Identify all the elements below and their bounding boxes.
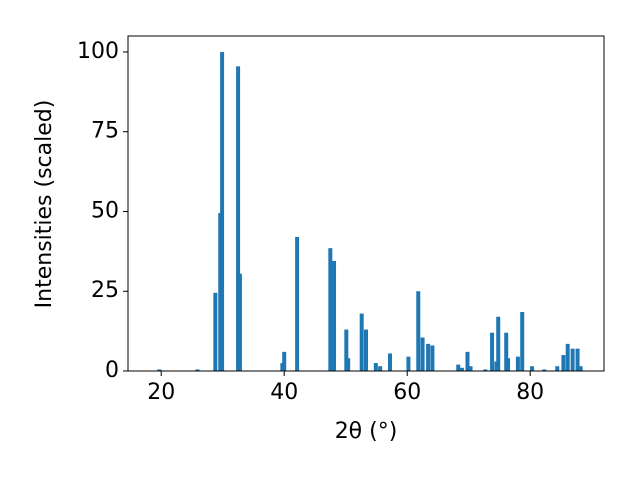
bar: [237, 273, 242, 371]
bar: [490, 332, 495, 371]
bar: [359, 313, 364, 371]
bar: [515, 356, 520, 371]
bar: [570, 348, 575, 371]
y-tick-label: 0: [105, 358, 119, 383]
bar: [430, 345, 435, 371]
bar: [465, 351, 470, 371]
y-tick-label: 25: [91, 278, 119, 303]
bar: [344, 329, 349, 371]
bar: [195, 369, 200, 371]
bar: [565, 343, 570, 371]
bar: [426, 343, 431, 371]
bar: [220, 51, 225, 371]
bar: [468, 366, 473, 371]
bar: [456, 364, 461, 371]
bar: [364, 329, 368, 371]
bar: [295, 237, 300, 371]
bar: [378, 366, 383, 371]
bar: [520, 311, 525, 371]
bar: [555, 366, 560, 371]
bar: [213, 292, 218, 371]
bar: [406, 356, 411, 371]
bar: [506, 358, 511, 371]
bar: [346, 358, 351, 371]
x-axis-label: 2θ (°): [335, 419, 398, 444]
bar: [420, 337, 425, 371]
bar: [373, 363, 378, 371]
bar: [459, 367, 464, 371]
y-tick-label: 50: [91, 198, 119, 223]
bar: [387, 353, 392, 371]
bar: [542, 369, 547, 371]
y-tick-label: 75: [91, 119, 119, 144]
bar: [236, 66, 241, 372]
bar: [328, 248, 333, 371]
x-tick-label: 80: [516, 380, 544, 405]
x-tick-label: 20: [147, 380, 175, 405]
bar: [157, 369, 162, 371]
bar: [575, 348, 580, 371]
x-tick-label: 40: [270, 380, 298, 405]
bar: [504, 332, 509, 371]
bar: [578, 366, 583, 371]
bar: [530, 366, 535, 371]
bar: [483, 369, 488, 371]
bar: [496, 316, 501, 371]
y-axis-label: Intensities (scaled): [32, 100, 57, 309]
bar: [282, 351, 287, 371]
bar: [561, 355, 566, 371]
y-tick-label: 100: [77, 39, 119, 64]
bar: [332, 260, 337, 371]
plot-frame: [127, 35, 605, 372]
x-tick-label: 60: [393, 380, 421, 405]
bar: [416, 291, 421, 371]
